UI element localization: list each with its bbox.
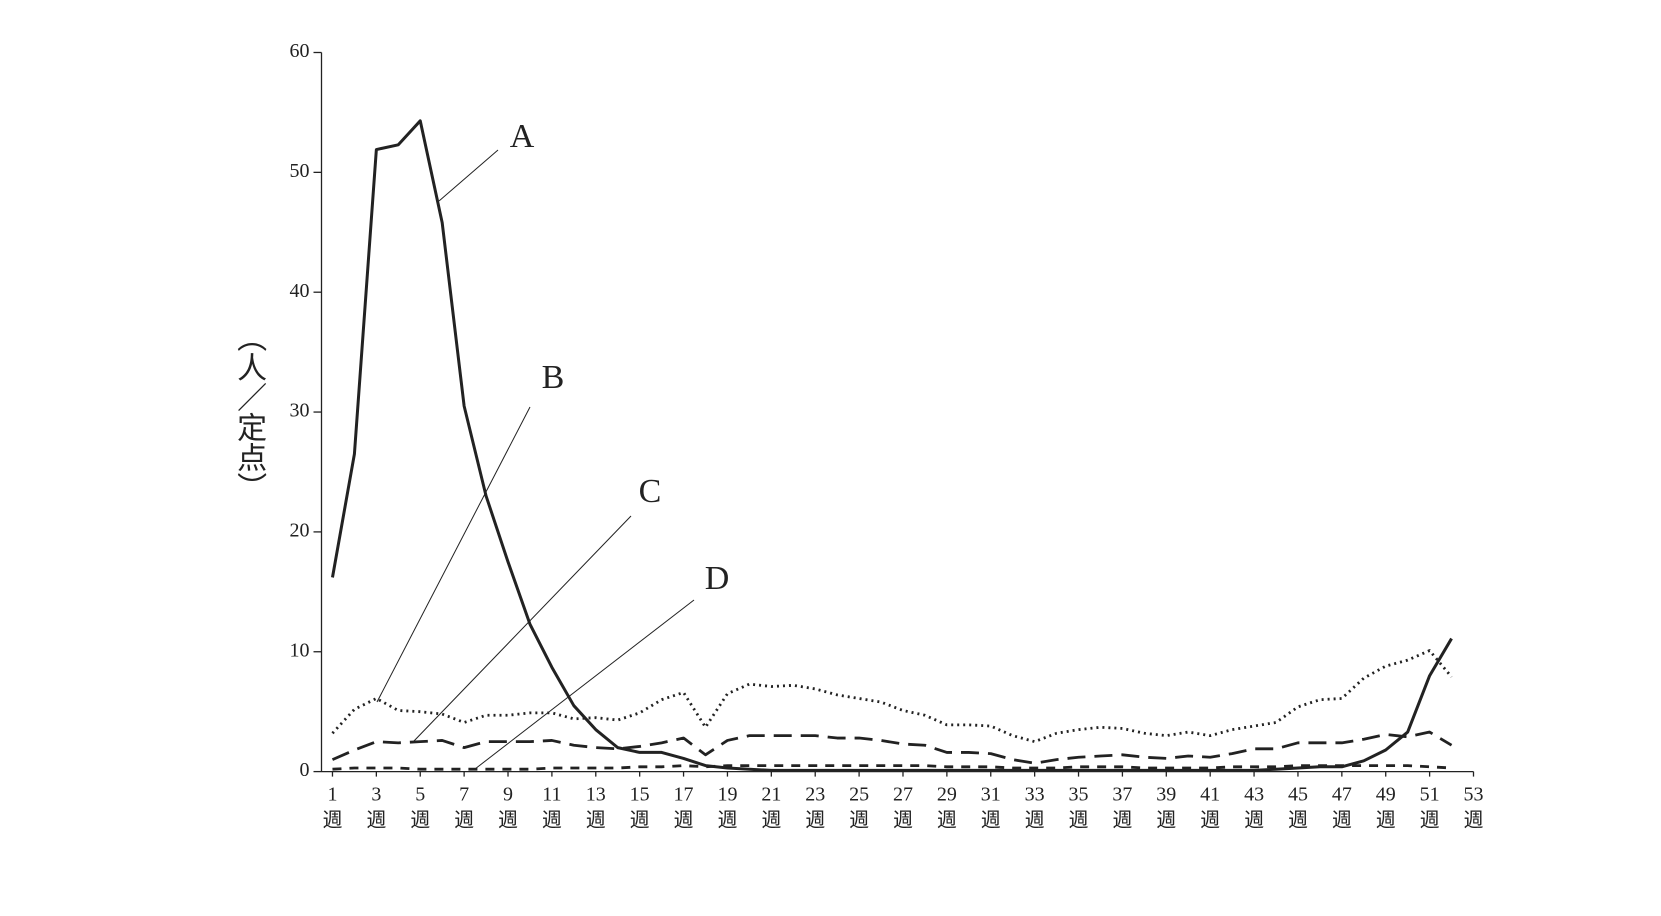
- x-tick-label: 23 週: [805, 783, 825, 831]
- x-tick-label: 49 週: [1376, 783, 1396, 831]
- x-tick-label: 29 週: [937, 783, 957, 831]
- y-tick-label: 40: [290, 280, 310, 302]
- x-tick-label: 37 週: [1112, 783, 1132, 831]
- y-tick-label: 20: [290, 519, 310, 541]
- series-label: C: [639, 473, 662, 510]
- x-tick-label: 11 週: [542, 783, 562, 831]
- x-tick-label: 25 週: [849, 783, 869, 831]
- x-tick-label: 17 週: [674, 783, 694, 831]
- x-tick-label: 53 週: [1464, 783, 1484, 831]
- series-line: [331, 730, 1453, 765]
- y-tick-label: 10: [290, 639, 310, 661]
- y-axis-label: （人／定点）: [232, 322, 267, 502]
- y-tick-label: 0: [300, 759, 310, 781]
- x-tick-label: 13 週: [586, 783, 606, 831]
- x-tick-label: 47 週: [1332, 783, 1352, 831]
- x-tick-label: 51 週: [1420, 783, 1440, 831]
- leader-line: [474, 599, 695, 770]
- x-tick-label: 39 週: [1156, 783, 1176, 831]
- leader-line: [412, 515, 632, 743]
- x-tick-label: 41 週: [1200, 783, 1220, 831]
- series-line: [330, 119, 1453, 772]
- leader-line: [376, 406, 531, 703]
- x-tick-label: 15 週: [630, 783, 650, 831]
- x-tick-label: 27 週: [893, 783, 913, 831]
- x-tick-label: 45 週: [1288, 783, 1308, 831]
- series-line: [331, 649, 1453, 744]
- leader-line: [438, 149, 499, 202]
- x-tick-label: 31 週: [981, 783, 1001, 831]
- x-tick-label: 33 週: [1025, 783, 1045, 831]
- x-tick-label: 43 週: [1244, 783, 1264, 831]
- series-label: A: [510, 118, 535, 155]
- y-tick-label: 50: [290, 160, 310, 182]
- x-tick-label: 19 週: [717, 783, 737, 831]
- series-label: D: [705, 560, 730, 597]
- x-tick-label: 21 週: [761, 783, 781, 831]
- y-tick-label: 30: [290, 400, 310, 422]
- series-label: B: [542, 359, 565, 396]
- x-tick-label: 35 週: [1069, 783, 1089, 831]
- y-tick-label: 60: [290, 40, 310, 62]
